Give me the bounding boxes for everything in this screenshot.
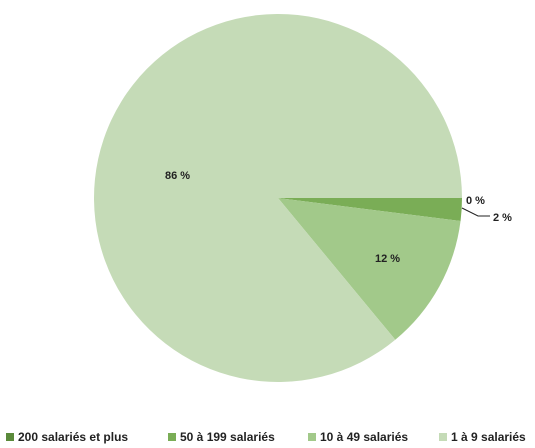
legend-swatch-200-plus xyxy=(6,433,14,441)
pie-slices xyxy=(93,13,462,382)
legend-swatch-50-199 xyxy=(168,433,176,441)
data-label-0: 0 % xyxy=(466,195,485,207)
legend-swatch-10-49 xyxy=(308,433,316,441)
legend-item-1-9: 1 à 9 salariés xyxy=(439,430,526,444)
legend: 200 salariés et plus 50 à 199 salariés 1… xyxy=(6,430,535,448)
legend-item-200-plus: 200 salariés et plus xyxy=(6,430,128,444)
legend-label-200-plus: 200 salariés et plus xyxy=(18,430,129,444)
pie-slice-1 xyxy=(278,198,462,222)
legend-label-1-9: 1 à 9 salariés xyxy=(451,430,526,444)
data-label-3: 86 % xyxy=(165,170,190,182)
legend-item-50-199: 50 à 199 salariés xyxy=(168,430,275,444)
data-label-1: 2 % xyxy=(493,212,512,224)
legend-item-10-49: 10 à 49 salariés xyxy=(308,430,408,444)
leader-lines xyxy=(461,207,490,217)
legend-swatch-1-9 xyxy=(439,433,447,441)
legend-label-10-49: 10 à 49 salariés xyxy=(320,430,409,444)
pie-slice-3 xyxy=(93,13,462,382)
legend-label-50-199: 50 à 199 salariés xyxy=(180,430,275,444)
leader-line-1 xyxy=(461,207,490,217)
data-labels: 0 % 2 % 12 % 86 % xyxy=(165,170,512,265)
pie-slice-2 xyxy=(278,198,461,340)
data-label-2: 12 % xyxy=(375,253,400,265)
